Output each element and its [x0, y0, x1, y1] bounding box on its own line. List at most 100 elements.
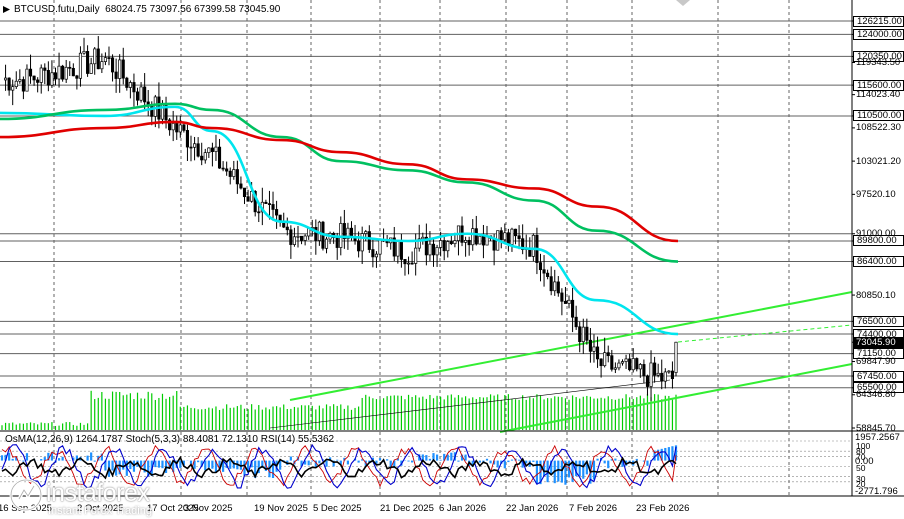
candle-body: [581, 326, 585, 342]
candle-body: [435, 247, 439, 256]
candle-body: [100, 61, 104, 70]
candle-body: [64, 66, 68, 80]
candle-body: [214, 146, 218, 152]
candle-body: [442, 240, 446, 252]
candle-body: [674, 341, 678, 373]
candle-body: [663, 371, 667, 382]
candle-body: [21, 79, 25, 92]
candle-body: [645, 375, 650, 387]
candle-body: [86, 51, 90, 74]
candle-body: [128, 82, 132, 88]
candle-body: [68, 66, 72, 69]
candle-body: [521, 238, 525, 250]
candle-body: [503, 232, 507, 241]
time-axis-label: 19 Nov 2025: [254, 503, 308, 514]
instaforex-watermark: instaforex Instant Forex Trading: [8, 475, 193, 519]
osc-level-70: 70: [856, 452, 866, 462]
channel-upper-line: [289, 291, 853, 401]
instaforex-logo-icon: [9, 478, 43, 512]
candle-body: [499, 230, 503, 241]
candle-body: [314, 227, 318, 241]
candle-body: [635, 358, 639, 370]
candle-body: [139, 86, 143, 101]
candle-body: [631, 358, 635, 371]
candle-body: [374, 253, 378, 258]
candle-body: [531, 234, 535, 257]
stoch-main-line: [1, 443, 677, 489]
collapse-arrow-icon[interactable]: [3, 6, 10, 13]
candle-body: [210, 147, 214, 152]
candle-body: [242, 187, 247, 198]
candle-body: [556, 281, 560, 294]
candle-body: [275, 209, 279, 216]
candle-body: [603, 352, 607, 367]
candle-body: [61, 65, 65, 80]
candle-body: [606, 352, 610, 357]
scroll-triangle-icon[interactable]: [676, 0, 690, 6]
candle-body: [667, 370, 671, 373]
candle-body: [549, 276, 553, 292]
candle-body: [610, 355, 614, 370]
candle-body: [189, 146, 193, 149]
osc-level-20: 20: [856, 479, 866, 489]
rsi-line: [1, 455, 677, 480]
candle-body: [335, 237, 339, 248]
candle-body: [481, 235, 485, 246]
candle-body: [620, 361, 625, 364]
candle-body: [53, 72, 58, 80]
candle-body: [96, 48, 100, 70]
candle-body: [453, 240, 457, 245]
candle-body: [660, 372, 664, 382]
candle-body: [585, 326, 589, 341]
candle-body: [300, 235, 304, 241]
candle-body: [228, 170, 232, 177]
candle-body: [50, 72, 54, 86]
price-axis-label: 91000.00: [856, 228, 896, 240]
candle-body: [89, 63, 93, 74]
time-axis-label: 22 Jan 2026: [506, 503, 559, 514]
candle-body: [595, 346, 600, 360]
candle-body: [417, 238, 421, 249]
symbol-label: BTCUSD.futu,Daily: [14, 4, 100, 15]
candle-body: [171, 123, 175, 131]
candle-body: [349, 227, 354, 238]
candle-body: [121, 59, 125, 79]
osc-level-100: 100: [856, 441, 871, 451]
price-axis-label: 108522.30: [856, 122, 901, 134]
candle-body: [371, 249, 375, 258]
candle-body: [617, 362, 621, 369]
candle-body: [232, 169, 236, 177]
candle-body: [653, 362, 657, 376]
candle-body: [599, 358, 603, 367]
ema-fast-line: [0, 105, 679, 336]
current-price-label: 73045.90: [853, 336, 904, 348]
time-axis-label: 23 Feb 2026: [636, 503, 690, 514]
time-axis-label: 7 Feb 2026: [569, 503, 618, 514]
candle-body: [431, 243, 436, 256]
candle-body: [289, 229, 293, 245]
candle-body: [642, 364, 646, 377]
time-axis-label: 2 Oct 2025: [77, 503, 124, 514]
candle-body: [225, 168, 229, 172]
candle-body: [474, 228, 478, 245]
candle-body: [446, 241, 450, 252]
time-axis-label: 3 Nov 2025: [184, 503, 233, 514]
ema-mid-line: [0, 102, 679, 263]
trend-baseline: [269, 379, 671, 429]
candle-body: [517, 235, 521, 240]
ema-slow-line: [0, 120, 679, 243]
osc-level-80: 80: [856, 446, 866, 456]
channel-lower-line: [499, 363, 853, 433]
candle-body: [656, 372, 660, 376]
candle-body: [574, 316, 578, 328]
candle-body: [28, 68, 33, 77]
osc-level-30: 30: [856, 474, 866, 484]
candle-body: [57, 65, 61, 80]
candle-body: [193, 143, 197, 148]
candle-body: [506, 232, 510, 245]
candle-body: [513, 228, 518, 237]
candle-body: [649, 362, 653, 387]
candle-body: [153, 96, 157, 117]
